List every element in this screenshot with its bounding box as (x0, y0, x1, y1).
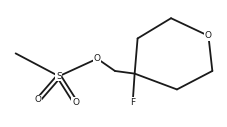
Text: O: O (35, 96, 42, 105)
Text: O: O (94, 54, 101, 63)
Text: S: S (56, 72, 62, 81)
Text: O: O (205, 31, 212, 40)
Text: F: F (130, 98, 135, 107)
Text: O: O (72, 98, 79, 107)
